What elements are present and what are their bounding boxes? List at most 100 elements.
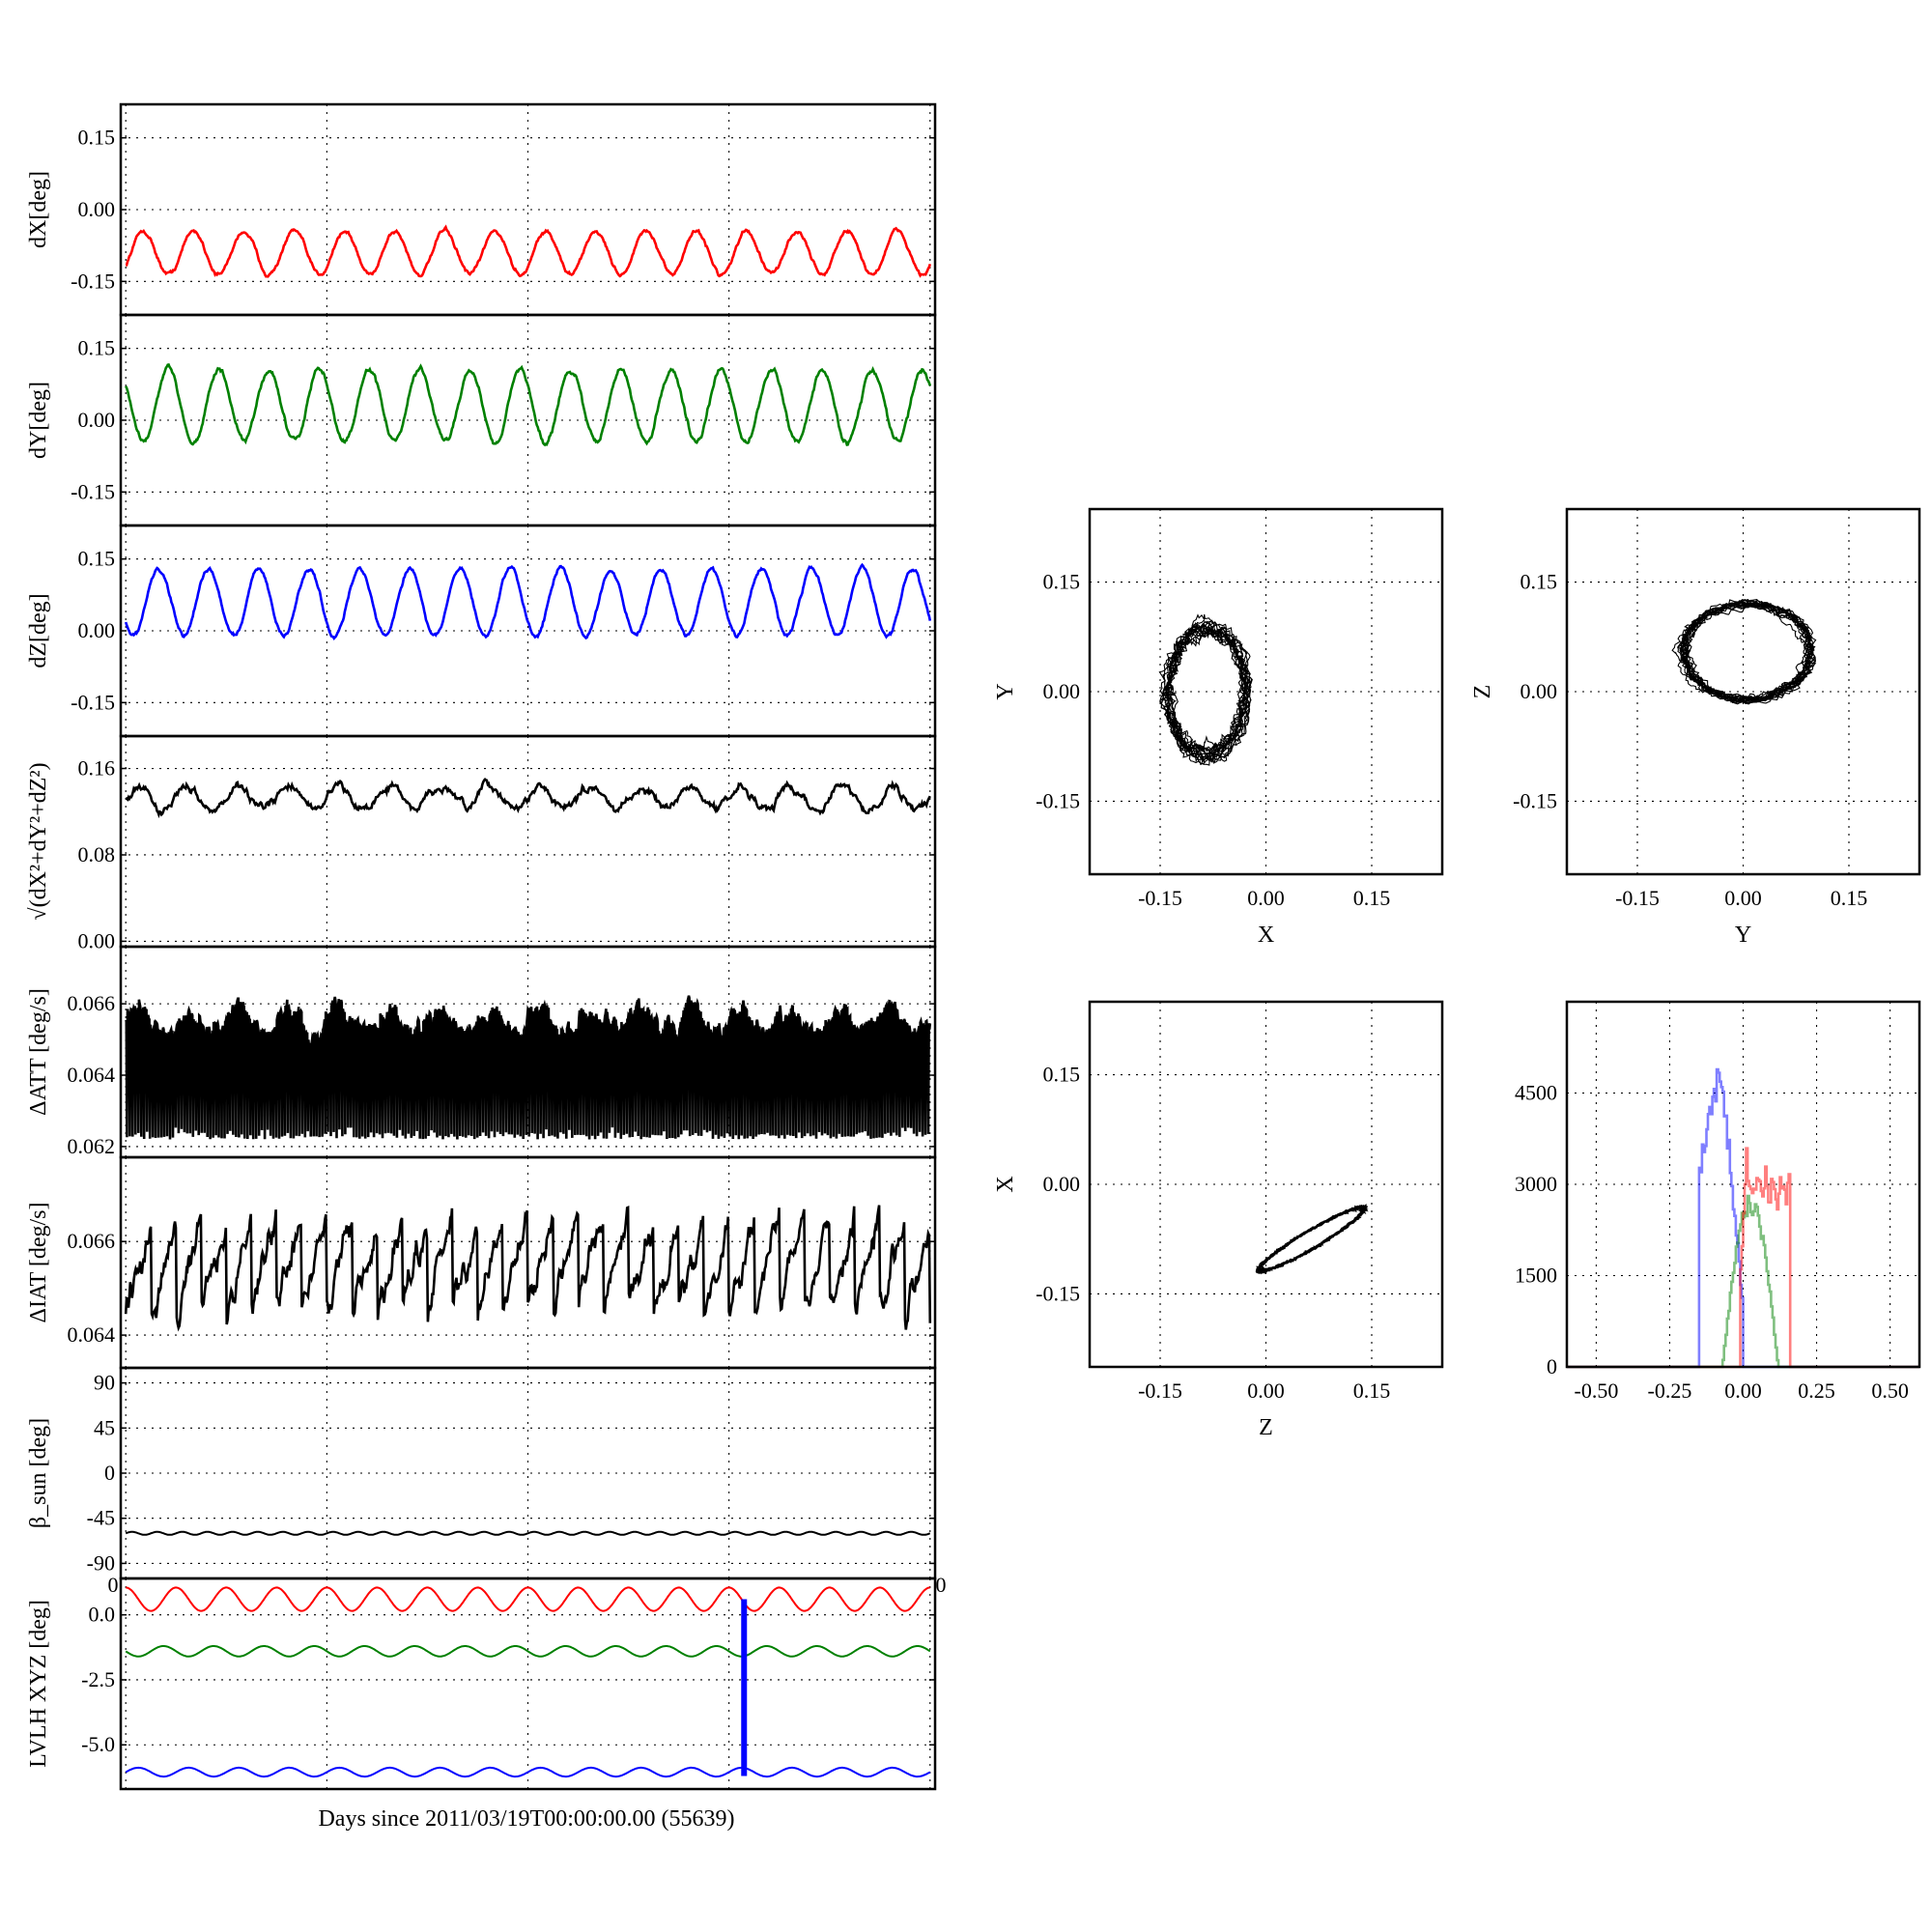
y-tick-label: -90 (87, 1550, 115, 1575)
y-axis-label: LVLH XYZ [deg] (26, 1600, 51, 1768)
y-axis-label: X (993, 1176, 1018, 1192)
y-axis-label: Z (1470, 685, 1495, 699)
x-axis-label: Y (1735, 923, 1751, 948)
panel-dr: 0.16 0.08 0.00 √(dX²+dY²+dZ²) (26, 734, 937, 952)
y-tick-label: 0.00 (78, 408, 116, 432)
panel-frame (1565, 1000, 1921, 1369)
y-tick-label: 4500 (1515, 1081, 1557, 1105)
y-tick-label: 0.15 (1043, 570, 1081, 594)
y-tick-label: -2.5 (81, 1667, 115, 1691)
panel-dx: 0.15 0.00 -0.15 dX[deg] (26, 102, 937, 317)
series-line-lvlh-1 (125, 1645, 931, 1658)
x-tick-label: -0.50 (1575, 1378, 1619, 1403)
y-axis-label: ΔIAT [deg/s] (26, 1203, 51, 1323)
panel-hist: -0.50 -0.25 0.00 0.25 0.50 4500 3000 1500 0 (1515, 1000, 1921, 1403)
series-line-dy-0 (125, 362, 932, 447)
panel-diat: 0.066 0.064 ΔIAT [deg/s] (26, 1155, 937, 1370)
y-tick-label: 90 (94, 1371, 115, 1395)
x-tick-label-right: 0 (936, 1573, 947, 1597)
y-tick-label: 0.00 (1520, 679, 1558, 703)
y-tick-label: 0.15 (78, 126, 116, 150)
panel-frame (119, 1577, 937, 1791)
y-tick-label: 1500 (1515, 1264, 1557, 1288)
series-line-beta-0 (125, 1530, 931, 1536)
y-tick-label: 0.15 (1520, 570, 1558, 594)
y-tick-label: 0 (104, 1461, 115, 1485)
y-axis-label: ΔATT [deg/s] (26, 988, 51, 1116)
series-line-dx-0 (125, 224, 932, 278)
x-tick-label: -0.15 (1615, 886, 1660, 910)
y-tick-label: 0 (1547, 1354, 1557, 1378)
y-tick-label: 0.00 (78, 618, 116, 642)
series-line-dr-0 (125, 777, 931, 819)
x-tick-label-left: 0 (108, 1573, 119, 1597)
x-tick-label: 0.25 (1798, 1378, 1835, 1403)
y-tick-label: -0.15 (1036, 1281, 1080, 1305)
y-tick-label: -0.15 (1513, 788, 1557, 812)
y-tick-label: 45 (94, 1415, 115, 1439)
y-tick-label: 0.15 (1043, 1063, 1081, 1087)
y-tick-label: 0.00 (78, 197, 116, 221)
panel-frame (1088, 1000, 1444, 1369)
y-axis-label: dZ[deg] (26, 593, 51, 668)
y-tick-label: 0.066 (68, 1229, 116, 1253)
series-line-diat-0 (124, 1205, 932, 1332)
x-tick-label: -0.15 (1138, 886, 1182, 910)
y-axis-label: dX[deg] (26, 171, 51, 248)
panel-xy: -0.15 0.15 0.00 0.00 0.15 -0.15 X Y (993, 507, 1444, 948)
y-tick-label: 0.0 (89, 1603, 116, 1627)
y-tick-label: 0.00 (1043, 679, 1081, 703)
x-tick-label: 0.00 (1724, 886, 1762, 910)
x-tick-label: 0.15 (1353, 886, 1391, 910)
trace-xy (1158, 613, 1253, 766)
trace-yz (1671, 598, 1817, 705)
y-tick-label: 3000 (1515, 1172, 1557, 1196)
panel-dy: 0.15 0.00 -0.15 dY[deg] (26, 313, 937, 527)
y-tick-label: -0.15 (71, 269, 115, 293)
y-tick-label: 0.15 (78, 336, 116, 360)
y-tick-label: 0.066 (68, 991, 116, 1015)
y-tick-label: -0.15 (71, 479, 115, 503)
series-line-datt-0 (125, 995, 932, 1140)
x-tick-label: 0.00 (1724, 1378, 1762, 1403)
y-axis-label: β_sun [deg] (26, 1418, 51, 1528)
y-tick-label: 0.064 (68, 1063, 116, 1087)
y-tick-label: -0.15 (1036, 788, 1080, 812)
x-tick-label: 0.15 (1353, 1378, 1391, 1403)
y-axis-label: √(dX²+dY²+dZ²) (26, 762, 51, 920)
panel-frame (1088, 507, 1444, 876)
y-tick-label: 0.00 (78, 928, 116, 952)
panel-frame (1565, 507, 1921, 876)
panel-lvlh: 0.0 -2.5 -5.0 LVLH XYZ [deg] (26, 1577, 937, 1791)
y-tick-label: 0.08 (78, 842, 116, 867)
panel-datt: 0.066 0.064 0.062 ΔATT [deg/s] (26, 945, 937, 1159)
x-axis-label: Days since 2011/03/19T00:00:00.00 (55639… (318, 1806, 734, 1832)
y-tick-label: -45 (87, 1506, 115, 1530)
y-tick-label: 0.062 (68, 1134, 116, 1158)
y-tick-label: -0.15 (71, 690, 115, 714)
x-tick-label: -0.25 (1648, 1378, 1692, 1403)
y-tick-label: 0.15 (78, 547, 116, 571)
y-tick-label: 0.064 (68, 1322, 116, 1347)
y-axis-label: Y (993, 683, 1018, 699)
series-line-lvlh-0 (126, 1586, 930, 1612)
panel-yz: -0.15 0.15 0.00 0.00 0.15 -0.15 Y Z (1470, 507, 1921, 948)
x-tick-label: 0.00 (1247, 1378, 1285, 1403)
y-tick-label: -5.0 (81, 1732, 115, 1756)
panel-dz: 0.15 0.00 -0.15 dZ[deg] (26, 524, 937, 738)
trace-zx (1255, 1204, 1369, 1275)
x-axis-label: X (1258, 923, 1274, 948)
y-tick-label: 0.16 (78, 756, 116, 781)
x-tick-label: 0.15 (1831, 886, 1868, 910)
x-tick-label: 0.50 (1871, 1378, 1909, 1403)
y-axis-label: dY[deg] (26, 382, 51, 459)
x-tick-label: -0.15 (1138, 1378, 1182, 1403)
y-tick-label: 0.00 (1043, 1172, 1081, 1196)
x-tick-label: 0.00 (1247, 886, 1285, 910)
series-line-lvlh-2 (125, 1766, 931, 1778)
series-line-dz-0 (124, 562, 932, 640)
x-axis-label: Z (1259, 1415, 1273, 1440)
panel-zx: -0.15 0.15 0.00 0.00 0.15 -0.15 Z X (993, 1000, 1444, 1440)
